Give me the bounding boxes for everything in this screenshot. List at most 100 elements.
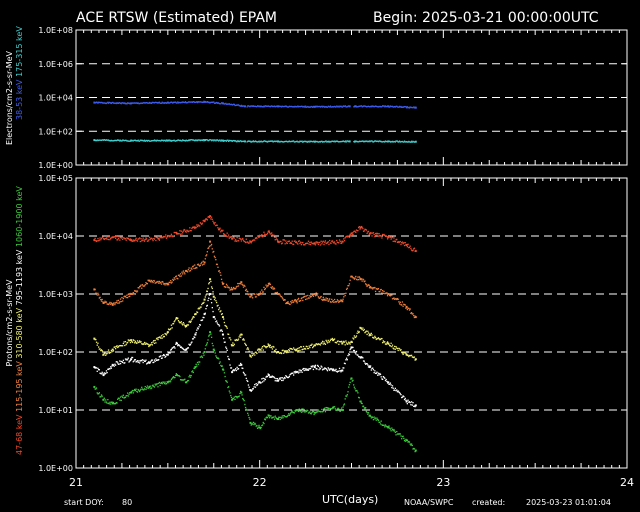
data-point [356, 332, 358, 334]
data-point [190, 101, 192, 103]
data-point [370, 287, 372, 289]
data-point [408, 106, 410, 109]
data-point [367, 364, 369, 366]
data-point [118, 101, 120, 104]
data-point [350, 377, 353, 380]
data-point [111, 303, 114, 306]
data-point [195, 139, 197, 142]
data-point [165, 353, 168, 356]
data-point [189, 374, 191, 376]
data-point [355, 229, 358, 231]
data-point [325, 406, 327, 409]
data-point [287, 240, 289, 243]
data-point [372, 369, 375, 371]
data-point [268, 282, 271, 284]
data-point [155, 338, 158, 340]
data-point [102, 139, 104, 141]
data-point [389, 106, 391, 108]
data-point [334, 341, 336, 344]
data-point [143, 285, 145, 287]
data-point [264, 105, 267, 107]
data-point [137, 102, 139, 104]
data-point [302, 411, 304, 413]
data-point [272, 235, 274, 237]
data-point [150, 360, 152, 362]
data-point [399, 141, 401, 143]
data-point [195, 363, 197, 366]
data-point [256, 141, 258, 143]
data-point [290, 241, 292, 244]
data-point [212, 310, 214, 313]
data-point [142, 361, 144, 364]
data-point [369, 141, 371, 143]
data-point [355, 278, 358, 280]
data-point [119, 360, 121, 362]
data-point [97, 367, 99, 370]
data-point [229, 103, 231, 106]
data-point [364, 407, 366, 410]
data-point [330, 407, 332, 410]
data-point [100, 394, 103, 396]
data-point [199, 265, 201, 267]
data-point [162, 381, 165, 383]
data-point [230, 367, 233, 369]
data-point [376, 232, 378, 234]
data-point [295, 106, 298, 108]
data-point [189, 101, 192, 103]
data-point [278, 351, 280, 354]
data-point [305, 295, 307, 297]
data-point [252, 105, 254, 108]
data-point [211, 248, 213, 250]
data-point [391, 294, 393, 296]
data-point [130, 139, 133, 142]
data-point [366, 362, 368, 365]
data-point [196, 365, 198, 367]
data-point [119, 301, 121, 303]
data-point [310, 140, 312, 142]
data-point [393, 140, 395, 143]
data-point [256, 237, 258, 239]
data-point [162, 283, 165, 285]
data-point [330, 301, 332, 303]
data-point [225, 102, 227, 105]
data-point [304, 242, 307, 245]
data-point [121, 296, 123, 299]
data-point [306, 345, 308, 348]
data-point [396, 238, 398, 241]
data-point [172, 140, 174, 142]
data-point [313, 105, 316, 108]
data-point [401, 304, 403, 306]
data-point [211, 139, 214, 141]
data-point [304, 295, 306, 298]
data-point [393, 348, 395, 350]
data-point [107, 303, 110, 306]
data-point [140, 359, 142, 362]
data-point [285, 350, 287, 352]
data-point [253, 423, 255, 426]
data-point [204, 312, 206, 314]
data-point [143, 388, 146, 390]
data-point [273, 350, 276, 352]
data-point [379, 140, 381, 142]
data-point [189, 343, 192, 346]
data-point [189, 376, 192, 378]
data-point [308, 368, 310, 370]
data-point [391, 141, 393, 143]
data-point [368, 365, 370, 367]
data-point [151, 140, 153, 142]
data-point [307, 347, 309, 350]
data-point [349, 233, 351, 236]
data-point [363, 141, 365, 143]
data-point [189, 269, 192, 272]
data-point [233, 343, 235, 345]
data-point [126, 237, 129, 240]
data-point [209, 102, 211, 104]
data-point [302, 244, 305, 246]
data-point [243, 240, 245, 243]
data-point [382, 141, 384, 143]
data-point [282, 141, 284, 143]
data-point [192, 338, 194, 340]
data-point [278, 105, 280, 108]
data-point [259, 106, 262, 108]
data-point [312, 106, 314, 108]
